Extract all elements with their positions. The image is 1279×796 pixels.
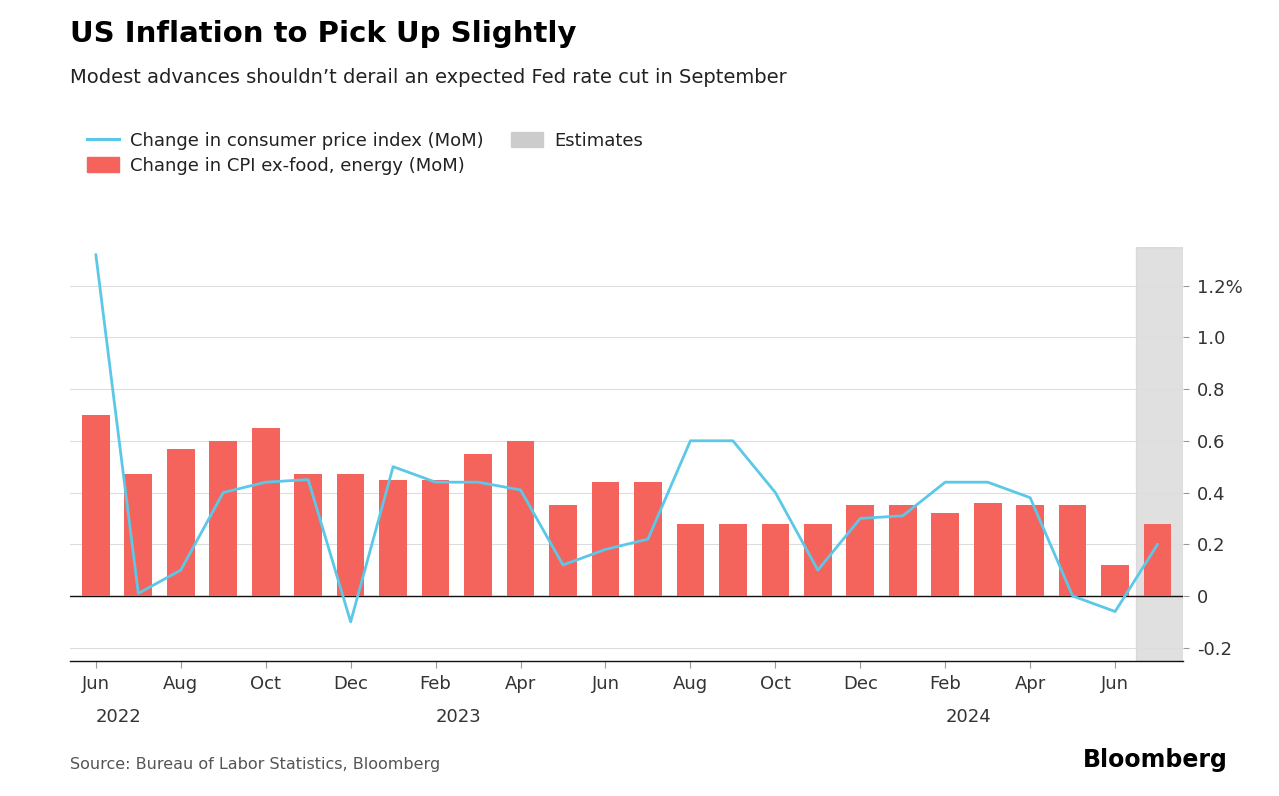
Bar: [252, 428, 280, 596]
Bar: [464, 454, 492, 596]
Bar: [847, 505, 874, 596]
Legend: Change in consumer price index (MoM), Change in CPI ex-food, energy (MoM), Estim: Change in consumer price index (MoM), Ch…: [79, 124, 650, 182]
Bar: [677, 524, 705, 596]
Bar: [889, 505, 917, 596]
Bar: [336, 474, 365, 596]
Bar: [549, 505, 577, 596]
Bar: [1017, 505, 1044, 596]
Text: US Inflation to Pick Up Slightly: US Inflation to Pick Up Slightly: [70, 20, 577, 48]
Bar: [719, 524, 747, 596]
Bar: [931, 513, 959, 596]
Bar: [973, 503, 1001, 596]
Text: Source: Bureau of Labor Statistics, Bloomberg: Source: Bureau of Labor Statistics, Bloo…: [70, 757, 440, 772]
Bar: [1143, 524, 1172, 596]
Bar: [422, 479, 449, 596]
Bar: [294, 474, 322, 596]
Text: 2024: 2024: [945, 708, 991, 726]
Bar: [634, 482, 661, 596]
Bar: [124, 474, 152, 596]
Bar: [82, 415, 110, 596]
Bar: [1059, 505, 1086, 596]
Bar: [1101, 565, 1129, 596]
Text: Modest advances shouldn’t derail an expected Fed rate cut in September: Modest advances shouldn’t derail an expe…: [70, 68, 787, 87]
Bar: [210, 441, 237, 596]
Bar: [380, 479, 407, 596]
Bar: [1136, 247, 1183, 661]
Bar: [761, 524, 789, 596]
Text: 2023: 2023: [436, 708, 481, 726]
Text: Bloomberg: Bloomberg: [1083, 748, 1228, 772]
Bar: [804, 524, 831, 596]
Text: 2022: 2022: [96, 708, 142, 726]
Bar: [168, 449, 194, 596]
Bar: [592, 482, 619, 596]
Bar: [506, 441, 535, 596]
